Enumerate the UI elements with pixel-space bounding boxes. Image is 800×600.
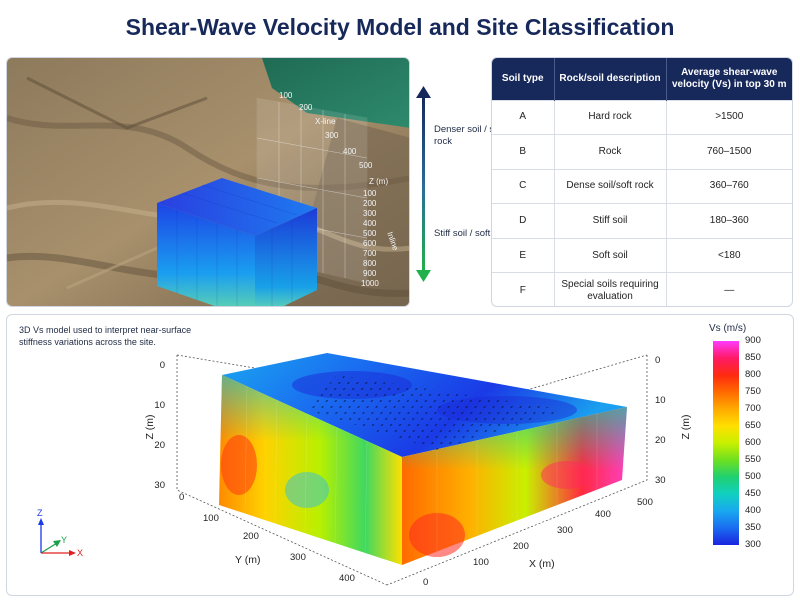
z-tick-left: 20 [154,440,165,451]
colorbar-tick-label: 450 [745,488,761,499]
colorbar-tick-label: 900 [745,335,761,346]
soil-class-cell: D [492,203,555,239]
description-cell: Rock [554,134,667,170]
vs-colorbar [713,341,739,545]
page-title: Shear-Wave Velocity Model and Site Class… [125,14,675,40]
aerial-inline-tick: 200 [363,199,377,208]
z-axis-title-right: Z (m) [680,414,692,439]
soil-class-cell: C [492,168,555,204]
stiff-soil-label: Stiff soil / soft soil [434,228,508,239]
soil-class-cell: E [492,237,555,273]
velocity-cell: 360–760 [666,168,792,204]
aerial-xline-tick: 200 [299,103,313,112]
header-soil-type: Soil type [492,58,555,100]
triad-z-label: Z [37,508,43,518]
aerial-xline-label: X-line [315,117,336,126]
aerial-3d-view: 100 200 X-line 300 400 500 Z (m) 100 200… [6,57,410,307]
aerial-inline-tick: 700 [363,249,377,258]
y-tick: 400 [339,573,355,584]
aerial-inline-tick: 900 [363,269,377,278]
velocity-cell: <180 [666,237,792,273]
aerial-xline-tick: 400 [343,147,357,156]
table-header-row: Soil type Rock/soil description Average … [492,58,792,100]
aerial-xline-tick: 300 [325,131,339,140]
description-cell: Dense soil/soft rock [554,168,667,204]
aerial-depth-label: Z (m) [369,177,388,186]
denser-soil-label: Denser soil / soft rock [434,124,505,147]
aerial-inline-tick: 100 [363,189,377,198]
soil-class-cell: A [492,99,555,135]
velocity-cell: >1500 [666,99,792,135]
z-tick-right: 10 [655,395,666,406]
table-row: F Special soils requiring evaluation — [492,272,792,306]
table-row: B Rock 760–1500 [492,134,792,170]
x-tick: 500 [637,497,653,508]
aerial-terrain-scene: 100 200 X-line 300 400 500 Z (m) 100 200… [7,58,409,306]
velocity-cell: 180–360 [666,203,792,239]
velocity-cell: — [666,272,792,306]
aerial-inline-tick: 600 [363,239,377,248]
header-description: Rock/soil description [554,58,667,100]
table-row: D Stiff soil 180–360 [492,203,792,239]
double-arrow-icon [416,86,431,282]
colorbar-tick-label: 850 [745,352,761,363]
z-tick-left: 10 [154,400,165,411]
x-tick: 100 [473,557,489,568]
soil-class-cell: F [492,272,555,306]
colorbar-tick-label: 500 [745,471,761,482]
aerial-inline-tick: 500 [363,229,377,238]
vs-3d-cube: 0 10 20 30 Z (m) 0 10 20 30 Z (m) 0 100 … [37,353,692,588]
y-tick: 200 [243,531,259,542]
z-tick-left: 30 [154,480,165,491]
velocity-cell: 760–1500 [666,134,792,170]
table-row: E Soft soil <180 [492,237,792,273]
colorbar-tick-label: 550 [745,454,761,465]
colorbar-tick-label: 300 [745,539,761,550]
aerial-inline-tick: 1000 [361,279,379,288]
description-cell: Hard rock [554,99,667,135]
colorbar-tick-label: 350 [745,522,761,533]
aerial-inline-tick: 800 [363,259,377,268]
y-axis-title: Y (m) [235,554,260,566]
header-velocity: Average shear-wave velocity (Vs) in top … [666,58,792,100]
colorbar-tick-label: 600 [745,437,761,448]
soil-class-cell: B [492,134,555,170]
aerial-xline-tick: 500 [359,161,373,170]
z-axis-title-left: Z (m) [144,414,156,439]
description-cell: Special soils requiring evaluation [554,272,667,306]
axes-triad-icon: Z Y X [37,508,83,558]
z-tick-right: 0 [655,355,660,366]
x-tick: 300 [557,525,573,536]
z-tick-right: 20 [655,435,666,446]
stiffness-scale-arrow: Denser soil / soft rock Stiff soil / sof… [412,86,507,282]
vs-model-panel: 3D Vs model used to interpret near-surfa… [6,314,794,596]
x-tick: 400 [595,509,611,520]
x-axis-title: X (m) [529,558,555,570]
description-cell: Stiff soil [554,203,667,239]
colorbar-tick-label: 800 [745,369,761,380]
y-tick: 300 [290,552,306,563]
table-row: C Dense soil/soft rock 360–760 [492,168,792,204]
colorbar-tick-label: 700 [745,403,761,414]
y-tick: 0 [179,492,184,503]
x-tick: 0 [423,577,428,588]
site-class-table: Soil type Rock/soil description Average … [491,57,793,307]
z-tick-right: 30 [655,475,666,486]
table-row: A Hard rock >1500 [492,99,792,135]
model-note: 3D Vs model used to interpret near-surfa… [19,325,192,347]
colorbar-tick-label: 400 [745,505,761,516]
aerial-xline-tick: 100 [279,91,293,100]
description-cell: Soft soil [554,237,667,273]
aerial-inline-tick: 300 [363,209,377,218]
triad-y-label: Y [61,535,67,545]
colorbar-tick-label: 750 [745,386,761,397]
y-tick: 100 [203,513,219,524]
colorbar-title: Vs (m/s) [709,323,747,334]
aerial-inline-tick: 400 [363,219,377,228]
x-tick: 200 [513,541,529,552]
colorbar-tick-label: 650 [745,420,761,431]
triad-x-label: X [77,548,83,558]
z-tick-left: 0 [160,360,165,371]
